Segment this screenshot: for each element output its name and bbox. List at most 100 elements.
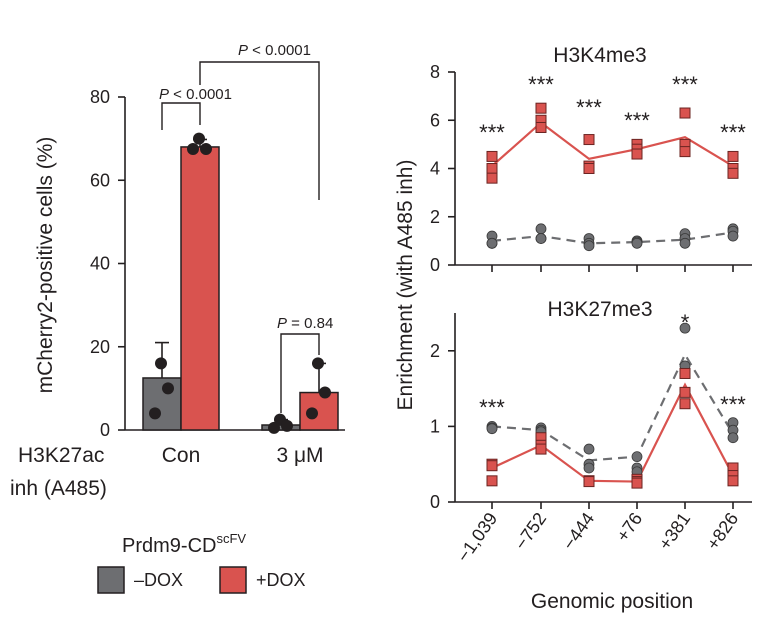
line-x-tick-label: −444 — [559, 509, 599, 554]
data-point-minus-dox — [486, 423, 498, 435]
data-point — [200, 143, 212, 156]
significance-stars: *** — [672, 72, 698, 97]
data-point-minus-dox — [583, 443, 595, 455]
data-point-plus-dox — [486, 150, 498, 162]
data-point — [162, 382, 174, 395]
data-point — [193, 132, 205, 145]
data-point-minus-dox — [631, 451, 643, 463]
line-y-tick-label: 2 — [430, 207, 440, 227]
legend-label-plus-dox: +DOX — [256, 570, 306, 590]
data-point-plus-dox — [727, 475, 739, 487]
line-x-tick-label: −1,039 — [453, 509, 501, 566]
k4-title: H3K4me3 — [553, 44, 646, 67]
k27-title: H3K27me3 — [547, 298, 652, 321]
data-point-minus-dox — [486, 237, 498, 249]
bracket-con-vs-3um — [199, 61, 320, 200]
data-point-plus-dox — [631, 148, 643, 160]
bar-y-tick-label: 60 — [90, 170, 110, 190]
bar-category-label: Con — [162, 444, 201, 467]
line-y-tick-label: 6 — [430, 110, 440, 130]
legend: Prdm9-CDscFV –DOX +DOX — [97, 531, 306, 594]
data-point-minus-dox — [727, 432, 739, 444]
data-point-plus-dox — [535, 121, 547, 133]
data-point-minus-dox — [679, 322, 691, 334]
line-y-tick-label: 1 — [430, 416, 440, 436]
line-y-axis-label: Enrichment (with A485 inh) — [394, 160, 417, 411]
bar — [261, 424, 301, 431]
data-point — [319, 386, 331, 399]
data-point — [306, 407, 318, 420]
data-point-plus-dox — [583, 163, 595, 174]
line-y-tick-label: 8 — [430, 62, 440, 82]
series-line-plus-dox — [491, 121, 734, 168]
data-point — [149, 407, 161, 420]
data-point-plus-dox — [727, 167, 739, 179]
line-x-tick-label: +826 — [703, 509, 743, 554]
data-point-plus-dox — [679, 146, 691, 158]
data-point-plus-dox — [583, 134, 595, 146]
legend-swatch-plus-dox — [219, 566, 247, 594]
line-y-tick-label: 0 — [430, 492, 440, 512]
line-y-tick-label: 2 — [430, 341, 440, 361]
legend-label-minus-dox: –DOX — [134, 570, 183, 590]
line-y-tick-label: 0 — [430, 255, 440, 275]
data-point-plus-dox — [535, 102, 547, 114]
line-y-tick-label: 4 — [430, 159, 440, 179]
data-point-plus-dox — [631, 477, 643, 489]
data-point-plus-dox — [679, 367, 691, 379]
data-point-plus-dox — [486, 460, 498, 472]
bar — [180, 146, 220, 431]
significance-stars: *** — [479, 120, 505, 145]
bar-y-tick-label: 20 — [90, 337, 110, 357]
series-line-minus-dox — [491, 231, 734, 245]
legend-title: Prdm9-CDscFV — [122, 531, 246, 557]
bar-y-tick-label: 80 — [90, 87, 110, 107]
data-point — [281, 419, 293, 432]
line-x-tick-label: +76 — [612, 509, 646, 545]
bar-y-axis-label: mCherry2-positive cells (%) — [34, 137, 57, 394]
significance-stars: *** — [720, 392, 746, 417]
significance-stars: *** — [576, 95, 602, 120]
significance-stars: * — [681, 310, 690, 335]
data-point-minus-dox — [631, 237, 643, 249]
data-point-minus-dox — [727, 230, 739, 242]
data-point-minus-dox — [535, 223, 547, 235]
p-value-label: P < 0.0001 — [159, 86, 232, 103]
data-point-minus-dox — [583, 240, 595, 252]
data-point-plus-dox — [727, 150, 739, 162]
bar-y-tick-label: 0 — [100, 420, 110, 440]
line-x-axis-label: Genomic position — [531, 590, 693, 613]
data-point-minus-dox — [535, 233, 547, 244]
data-point-minus-dox — [679, 237, 691, 249]
significance-stars: *** — [720, 120, 746, 145]
data-point-plus-dox — [679, 107, 691, 119]
significance-stars: *** — [479, 395, 505, 420]
data-point — [268, 421, 280, 434]
bar — [299, 391, 339, 431]
data-point — [312, 357, 324, 370]
legend-swatch-minus-dox — [97, 566, 125, 594]
data-point-plus-dox — [535, 443, 547, 455]
data-point-plus-dox — [583, 476, 595, 488]
bar — [142, 377, 182, 431]
bracket-3um — [280, 333, 320, 413]
line-x-tick-label: −752 — [511, 509, 551, 554]
bar-category-label: 3 μM — [276, 444, 323, 467]
data-point-plus-dox — [486, 163, 498, 174]
data-point-plus-dox — [679, 386, 691, 398]
data-point-plus-dox — [486, 475, 498, 487]
significance-stars: *** — [624, 108, 650, 133]
data-point-plus-dox — [486, 172, 498, 184]
data-point-minus-dox — [583, 462, 595, 474]
row-label-line2: inh (A485) — [10, 477, 107, 500]
p-value-label: P < 0.0001 — [238, 42, 311, 59]
significance-stars: *** — [528, 72, 554, 97]
data-point — [187, 143, 199, 156]
bracket-con — [161, 102, 201, 130]
line-x-tick-label: +381 — [655, 509, 695, 554]
p-value-label: P = 0.84 — [277, 315, 333, 332]
data-point-plus-dox — [679, 398, 691, 410]
series-line-plus-dox — [491, 382, 734, 483]
row-label-line1: H3K27ac — [18, 444, 104, 467]
